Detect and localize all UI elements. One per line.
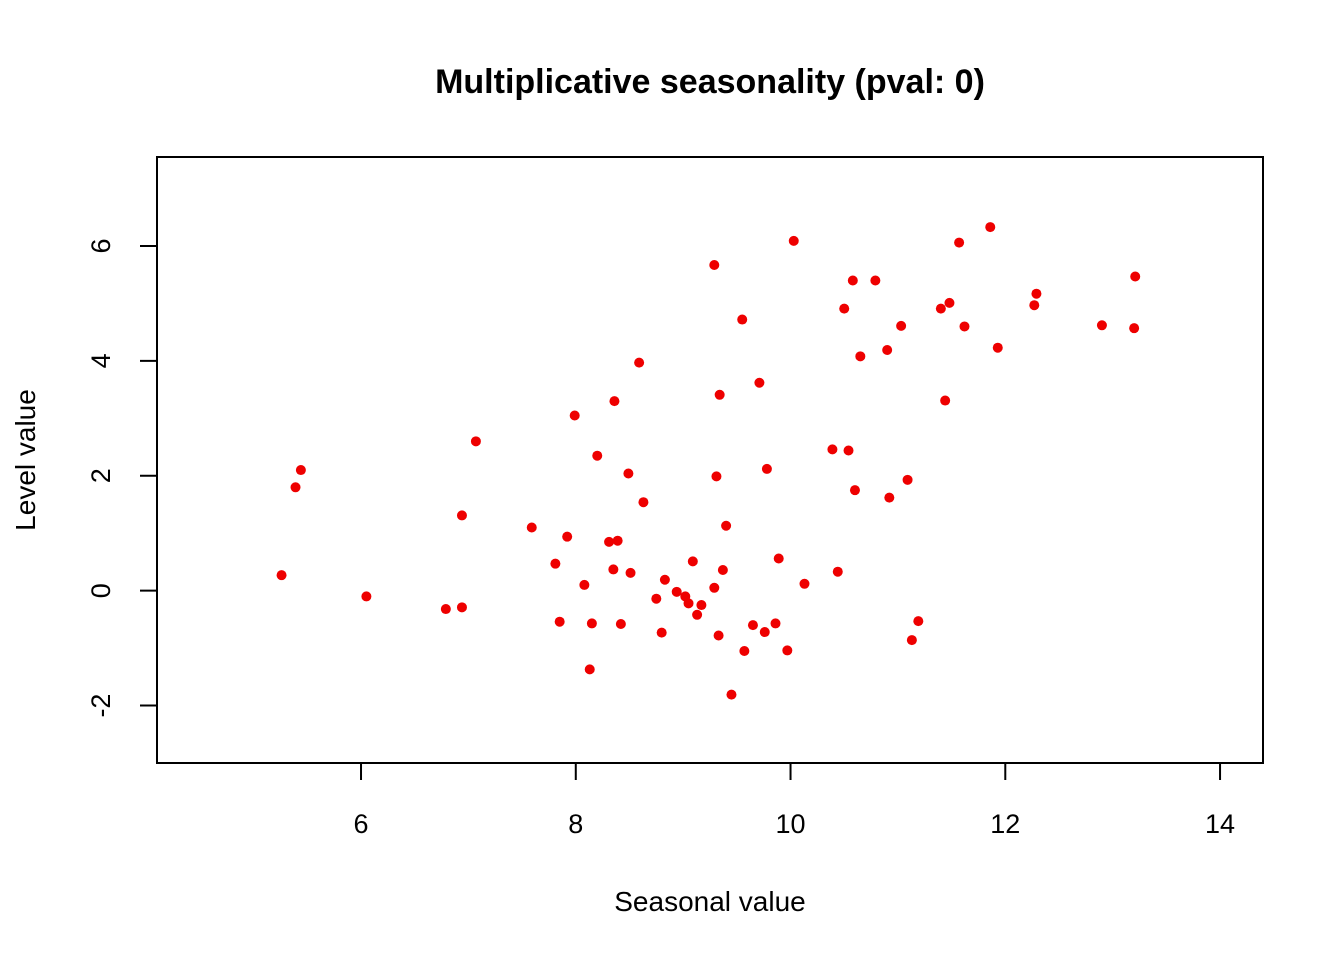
data-point [609,396,620,407]
data-point [634,357,645,368]
data-point [788,235,799,246]
data-point [604,536,615,547]
y-tick-label: 4 [86,353,116,368]
data-point [770,618,781,629]
data-point [902,474,913,485]
data-point [651,593,662,604]
data-point [1129,323,1140,334]
data-point [913,616,924,627]
data-point [562,531,573,542]
x-tick-label: 12 [990,809,1020,839]
data-point [896,320,907,331]
data-point [906,635,917,646]
y-tick-label: 6 [86,239,116,254]
data-point [839,303,850,314]
plot-area-frame [156,156,1264,764]
x-axis-label: Seasonal value [614,886,805,917]
data-point [985,222,996,233]
y-axis-label: Level value [10,389,41,531]
data-point [884,492,895,503]
data-point [608,564,619,575]
data-point [579,579,590,590]
data-point [726,689,737,700]
data-point [1096,320,1107,331]
data-point [1031,288,1042,299]
y-axis: -2 0 2 4 6 [86,239,158,718]
data-point [592,450,603,461]
data-point [737,314,748,325]
data-point [992,342,1003,353]
data-point [526,522,537,533]
data-point [659,574,670,585]
data-point [747,620,758,631]
x-axis: 6 8 10 12 14 [354,762,1235,839]
data-point [940,395,951,406]
data-point [1029,300,1040,311]
data-point [554,616,565,627]
data-point [713,630,724,641]
data-point [569,410,580,421]
data-point [696,600,707,611]
data-point [456,510,467,521]
data-point [959,321,970,332]
data-point [586,618,597,629]
data-point [944,297,955,308]
data-point [882,345,893,356]
chart-title: Multiplicative seasonality (pval: 0) [435,63,985,101]
data-point [709,259,720,270]
data-point [754,377,765,388]
data-point [832,566,843,577]
data-point [656,627,667,638]
data-point [739,645,750,656]
data-point [615,618,626,629]
data-point [612,535,623,546]
data-point [711,471,722,482]
data-point [827,444,838,455]
data-point [550,558,561,569]
data-point [638,497,649,508]
data-point [714,389,725,400]
data-point [843,445,854,456]
data-point [709,582,720,593]
data-point [870,275,881,286]
data-point [361,591,372,602]
data-point [683,598,694,609]
data-point [935,303,946,314]
data-point [847,275,858,286]
data-point [623,468,634,479]
y-tick-label: 2 [86,468,116,483]
data-point [692,609,703,620]
data-point [584,664,595,675]
data-point [295,465,306,476]
data-point [954,237,965,248]
data-point [761,463,772,474]
x-tick-label: 6 [354,809,369,839]
data-point [717,564,728,575]
data-point [456,602,467,613]
data-point [625,567,636,578]
x-tick-label: 8 [568,809,583,839]
data-point [721,520,732,531]
data-point [1130,271,1141,282]
data-point [855,351,866,362]
data-point [687,556,698,567]
data-point [799,578,810,589]
data-point [440,604,451,615]
x-tick-label: 14 [1205,809,1235,839]
x-tick-label: 10 [776,809,806,839]
data-point [276,570,287,581]
data-point [671,586,682,597]
y-tick-label: -2 [86,694,116,718]
data-points [276,222,1141,700]
data-point [759,627,770,638]
data-point [773,553,784,564]
data-point [782,645,793,656]
y-tick-label: 0 [86,583,116,598]
data-point [470,436,481,447]
data-point [849,485,860,496]
data-point [290,482,301,493]
